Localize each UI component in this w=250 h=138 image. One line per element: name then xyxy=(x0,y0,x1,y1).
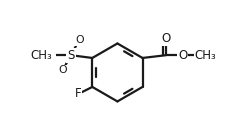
Text: CH₃: CH₃ xyxy=(194,49,216,62)
Text: CH₃: CH₃ xyxy=(30,49,52,62)
Text: O: O xyxy=(75,35,84,45)
Text: O: O xyxy=(58,65,67,75)
Text: O: O xyxy=(178,49,187,62)
Text: F: F xyxy=(75,87,82,100)
Text: S: S xyxy=(67,49,74,62)
Text: O: O xyxy=(161,32,170,45)
